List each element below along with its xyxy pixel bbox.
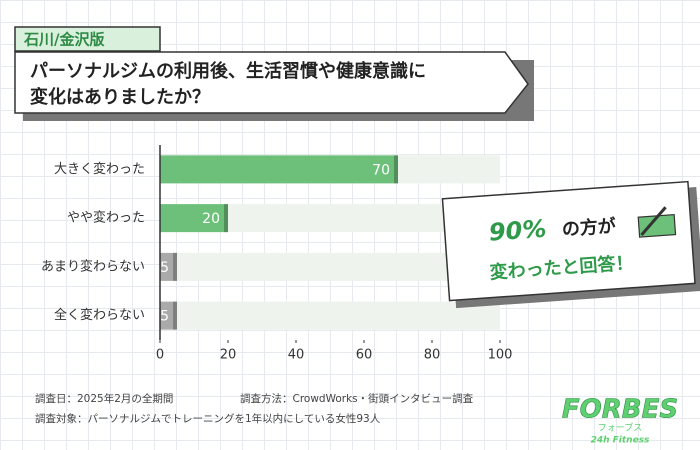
logo-kana: フォーブス — [598, 422, 642, 434]
title: パーソナルジムの利用後、生活習慣や健康意識に — [30, 60, 426, 82]
callout: 90% の方が 変わったと回答！ — [441, 180, 700, 309]
title-box — [14, 51, 529, 114]
bar-cap — [224, 204, 228, 233]
logo-sub: 24h Fitness — [591, 436, 650, 446]
pen-icon — [637, 206, 677, 238]
value-label: 20 — [202, 211, 220, 227]
logo: FORBES — [562, 395, 678, 425]
bar — [160, 204, 228, 233]
bar — [160, 155, 398, 184]
bar-cap — [394, 155, 398, 184]
x-tick-label: 0 — [156, 348, 164, 363]
tag: 石川/金沢版 — [23, 31, 104, 49]
x-tick-label: 40 — [288, 348, 305, 363]
callout-box — [441, 180, 696, 302]
y-tick-label: あまり変わらない — [41, 258, 145, 274]
bar-cap — [173, 301, 177, 330]
x-tick-label: 60 — [356, 348, 373, 363]
y-tick-label: 全く変わらない — [54, 307, 145, 323]
title: 変化はありましたか？ — [30, 86, 210, 108]
value-label: 5 — [160, 260, 169, 276]
bar-track — [160, 301, 500, 330]
value-label: 70 — [372, 162, 390, 178]
x-tick-label: 20 — [220, 348, 237, 363]
bar — [160, 252, 177, 281]
note: 調査日：2025年2月の全期間 — [35, 392, 173, 405]
y-tick-label: 大きく変わった — [54, 161, 145, 177]
callout-highlight: 90% — [488, 215, 547, 247]
value-label: 5 — [160, 309, 169, 325]
y-tick-label: やや変わった — [67, 210, 145, 226]
bar-track — [160, 252, 500, 281]
note: 調査対象：パーソナルジムでトレーニングを1年以内にしている女性93人 — [35, 412, 381, 425]
x-tick-label: 100 — [488, 348, 513, 363]
x-tick-label: 80 — [424, 348, 441, 363]
bar — [160, 301, 177, 330]
bar-cap — [173, 252, 177, 281]
callout-text: の方が — [561, 215, 616, 241]
note: 調査方法：CrowdWorks・街頭インタビュー調査 — [240, 392, 474, 405]
tag-box — [14, 26, 161, 52]
